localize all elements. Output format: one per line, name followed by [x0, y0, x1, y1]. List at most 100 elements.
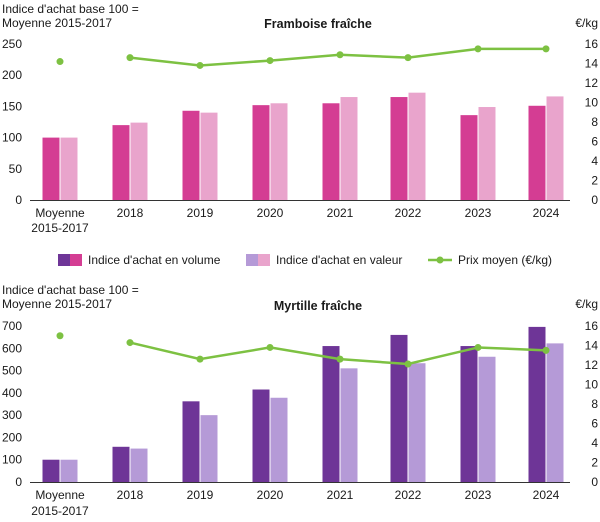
y2-axis-title: €/kg — [575, 16, 598, 30]
x-tick-label: 2020 — [257, 206, 284, 220]
bar-valeur — [340, 97, 358, 200]
y-tick-label: 200 — [2, 430, 22, 444]
y-axis-title-line1: Indice d'achat base 100 = — [2, 2, 139, 16]
y2-tick-label: 16 — [585, 319, 599, 333]
y-tick-label: 0 — [15, 193, 22, 207]
bar-valeur — [478, 107, 496, 200]
bar-volume — [182, 401, 200, 482]
bar-valeur — [408, 363, 426, 482]
y2-tick-label: 4 — [591, 436, 598, 450]
legend-label-prix: Prix moyen (€/kg) — [458, 253, 552, 267]
y-tick-label: 250 — [2, 37, 22, 51]
price-point — [404, 360, 412, 368]
price-point — [474, 343, 482, 351]
bar-volume — [390, 334, 408, 482]
chart-myrtille: Indice d'achat base 100 =Moyenne 2015-20… — [2, 283, 598, 518]
bar-volume — [322, 346, 340, 482]
bar-valeur — [408, 92, 426, 200]
bar-valeur — [270, 103, 288, 200]
legend-label-volume: Indice d'achat en volume — [88, 253, 221, 267]
price-point — [542, 346, 550, 354]
bar-volume — [528, 105, 546, 200]
x-tick-label: 2023 — [465, 206, 492, 220]
y2-tick-label: 10 — [585, 378, 599, 392]
bar-volume — [460, 346, 478, 482]
price-point — [266, 343, 274, 351]
bar-volume — [252, 389, 270, 482]
x-tick-label: 2018 — [117, 488, 144, 502]
chart-title: Myrtille fraîche — [274, 299, 362, 313]
price-point — [404, 54, 412, 62]
price-point — [56, 58, 64, 66]
price-point — [126, 339, 134, 347]
y2-tick-label: 12 — [585, 358, 599, 372]
bar-valeur — [60, 459, 78, 482]
y2-tick-label: 2 — [591, 456, 598, 470]
chart-title: Framboise fraîche — [264, 17, 372, 31]
y-tick-label: 150 — [2, 99, 22, 113]
bar-valeur — [200, 112, 218, 200]
bar-volume — [112, 125, 130, 200]
y-tick-label: 0 — [15, 475, 22, 489]
bar-valeur — [340, 368, 358, 482]
price-point — [474, 45, 482, 53]
y-tick-label: 50 — [9, 162, 23, 176]
y-tick-label: 700 — [2, 319, 22, 333]
price-point — [196, 61, 204, 69]
price-point — [336, 51, 344, 59]
bar-valeur — [200, 415, 218, 482]
y2-tick-label: 0 — [591, 475, 598, 489]
y-tick-label: 500 — [2, 364, 22, 378]
bar-valeur — [546, 343, 564, 482]
x-tick-label: 2019 — [187, 488, 214, 502]
y2-tick-label: 0 — [591, 193, 598, 207]
bar-volume — [460, 115, 478, 200]
legend-swatch-valeur-a — [246, 254, 258, 266]
y-tick-label: 300 — [2, 408, 22, 422]
legend: Indice d'achat en volume Indice d'achat … — [58, 253, 552, 267]
y2-tick-label: 4 — [591, 154, 598, 168]
y2-tick-label: 14 — [585, 339, 599, 353]
y-tick-label: 100 — [2, 453, 22, 467]
x-tick-label-line2: 2015-2017 — [31, 504, 89, 518]
bar-volume — [112, 446, 130, 482]
legend-dot-prix — [436, 256, 444, 264]
x-tick-label: 2019 — [187, 206, 214, 220]
bar-volume — [42, 137, 60, 200]
y2-tick-label: 12 — [585, 76, 599, 90]
legend-swatch-volume-a — [58, 254, 70, 266]
price-point — [336, 355, 344, 363]
bar-valeur — [130, 448, 148, 482]
price-point — [196, 355, 204, 363]
chart-framboise: Indice d'achat base 100 =Moyenne 2015-20… — [2, 2, 598, 235]
y2-tick-label: 8 — [591, 397, 598, 411]
bar-volume — [528, 326, 546, 482]
y-axis-title-line1: Indice d'achat base 100 = — [2, 283, 139, 297]
x-tick-label: 2021 — [327, 206, 354, 220]
y2-tick-label: 10 — [585, 96, 599, 110]
bar-volume — [42, 459, 60, 482]
bar-volume — [390, 97, 408, 200]
y-tick-label: 200 — [2, 68, 22, 82]
bar-valeur — [546, 96, 564, 200]
y-axis-title-line2: Moyenne 2015-2017 — [2, 297, 112, 311]
legend-swatch-volume-b — [70, 254, 82, 266]
price-point — [126, 54, 134, 62]
legend-label-valeur: Indice d'achat en valeur — [276, 253, 402, 267]
bar-valeur — [60, 137, 78, 200]
y2-tick-label: 14 — [585, 57, 599, 71]
price-point — [266, 57, 274, 65]
y2-tick-label: 6 — [591, 135, 598, 149]
x-tick-label: Moyenne — [35, 206, 85, 220]
bar-valeur — [130, 122, 148, 200]
x-tick-label: 2021 — [327, 488, 354, 502]
x-tick-label: Moyenne — [35, 488, 85, 502]
bar-volume — [182, 110, 200, 200]
y-tick-label: 600 — [2, 341, 22, 355]
x-tick-label: 2018 — [117, 206, 144, 220]
x-tick-label: 2023 — [465, 488, 492, 502]
y2-tick-label: 6 — [591, 417, 598, 431]
bar-valeur — [478, 356, 496, 482]
x-tick-label: 2022 — [395, 206, 422, 220]
